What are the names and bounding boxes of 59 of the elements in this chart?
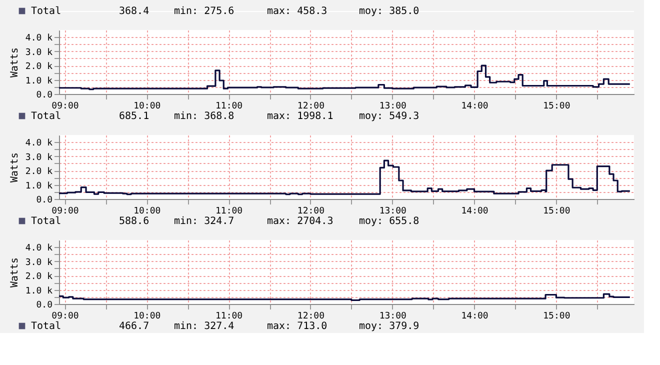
y-tick-label: 4.0 k bbox=[25, 138, 54, 149]
y-tick-label: 1.0 k bbox=[25, 76, 54, 86]
x-tick-label: 15:00 bbox=[543, 102, 570, 112]
text: 685.1 bbox=[119, 111, 150, 122]
x-tick-label: 11:00 bbox=[216, 102, 243, 112]
text: min: 368.8 bbox=[174, 111, 234, 122]
legend-label: Total bbox=[31, 321, 62, 332]
text: max: 713.0 bbox=[267, 321, 328, 332]
text: min: 327.4 bbox=[174, 321, 234, 332]
x-tick-label: 14:00 bbox=[461, 102, 488, 112]
text: max: 458.3 bbox=[267, 6, 328, 17]
y-axis-title: Watts bbox=[9, 152, 20, 183]
text: moy: 549.3 bbox=[359, 111, 420, 122]
x-tick-label: 09:00 bbox=[52, 312, 79, 322]
y-tick-label: 2.0 k bbox=[25, 62, 54, 72]
x-tick-label: 10:00 bbox=[134, 206, 161, 216]
x-tick-label: 13:00 bbox=[379, 206, 406, 216]
y-axis-title: Watts bbox=[9, 47, 20, 78]
x-tick-label: 14:00 bbox=[461, 312, 488, 322]
text: max: 1998.1 bbox=[267, 111, 334, 122]
text: Total bbox=[31, 216, 62, 227]
x-tick-label: 15:00 bbox=[543, 206, 570, 216]
y-tick-label: 0.0 bbox=[36, 90, 52, 100]
x-tick-label: 10:00 bbox=[134, 102, 161, 112]
text: 368.4 bbox=[119, 6, 150, 17]
y-tick-label: 1.0 k bbox=[25, 181, 54, 192]
x-tick-label: 12:00 bbox=[297, 312, 325, 322]
x-tick-label: 09:00 bbox=[52, 102, 79, 112]
y-axis-title: Watts bbox=[9, 257, 20, 288]
y-tick-label: 4.0 k bbox=[25, 244, 54, 254]
x-tick-label: 10:00 bbox=[134, 312, 161, 322]
text: min: 275.6 bbox=[174, 6, 234, 17]
y-tick-label: 2.0 k bbox=[25, 167, 54, 178]
text: min: 324.7 bbox=[174, 216, 234, 227]
y-tick-label: 0.0 bbox=[36, 300, 52, 310]
text: moy: 655.8 bbox=[359, 216, 420, 227]
text: max: 2704.3 bbox=[267, 216, 334, 227]
x-tick-label: 14:00 bbox=[461, 206, 488, 216]
x-tick-label: 11:00 bbox=[216, 206, 243, 216]
y-tick-label: 4.0 k bbox=[25, 34, 54, 44]
text: 466.7 bbox=[119, 321, 150, 332]
text: Total bbox=[31, 6, 62, 17]
y-tick-label: 2.0 k bbox=[25, 272, 54, 282]
x-tick-label: 11:00 bbox=[216, 312, 243, 322]
x-tick-label: 15:00 bbox=[543, 312, 570, 322]
legend-label: Total bbox=[31, 111, 62, 122]
y-tick-label: 3.0 k bbox=[25, 258, 54, 268]
text: 588.6 bbox=[119, 216, 150, 227]
x-tick-label: 13:00 bbox=[379, 312, 406, 322]
y-tick-label: 1.0 k bbox=[25, 286, 54, 296]
x-tick-label: 09:00 bbox=[52, 206, 79, 216]
y-tick-label: 3.0 k bbox=[25, 48, 54, 58]
text: moy: 385.0 bbox=[359, 6, 420, 17]
y-tick-label: 0.0 bbox=[36, 196, 52, 206]
y-tick-label: 3.0 k bbox=[25, 152, 54, 163]
text: moy: 379.9 bbox=[359, 321, 420, 332]
x-tick-label: 12:00 bbox=[297, 102, 325, 112]
x-tick-label: 12:00 bbox=[297, 206, 325, 216]
x-tick-label: 13:00 bbox=[379, 102, 406, 112]
